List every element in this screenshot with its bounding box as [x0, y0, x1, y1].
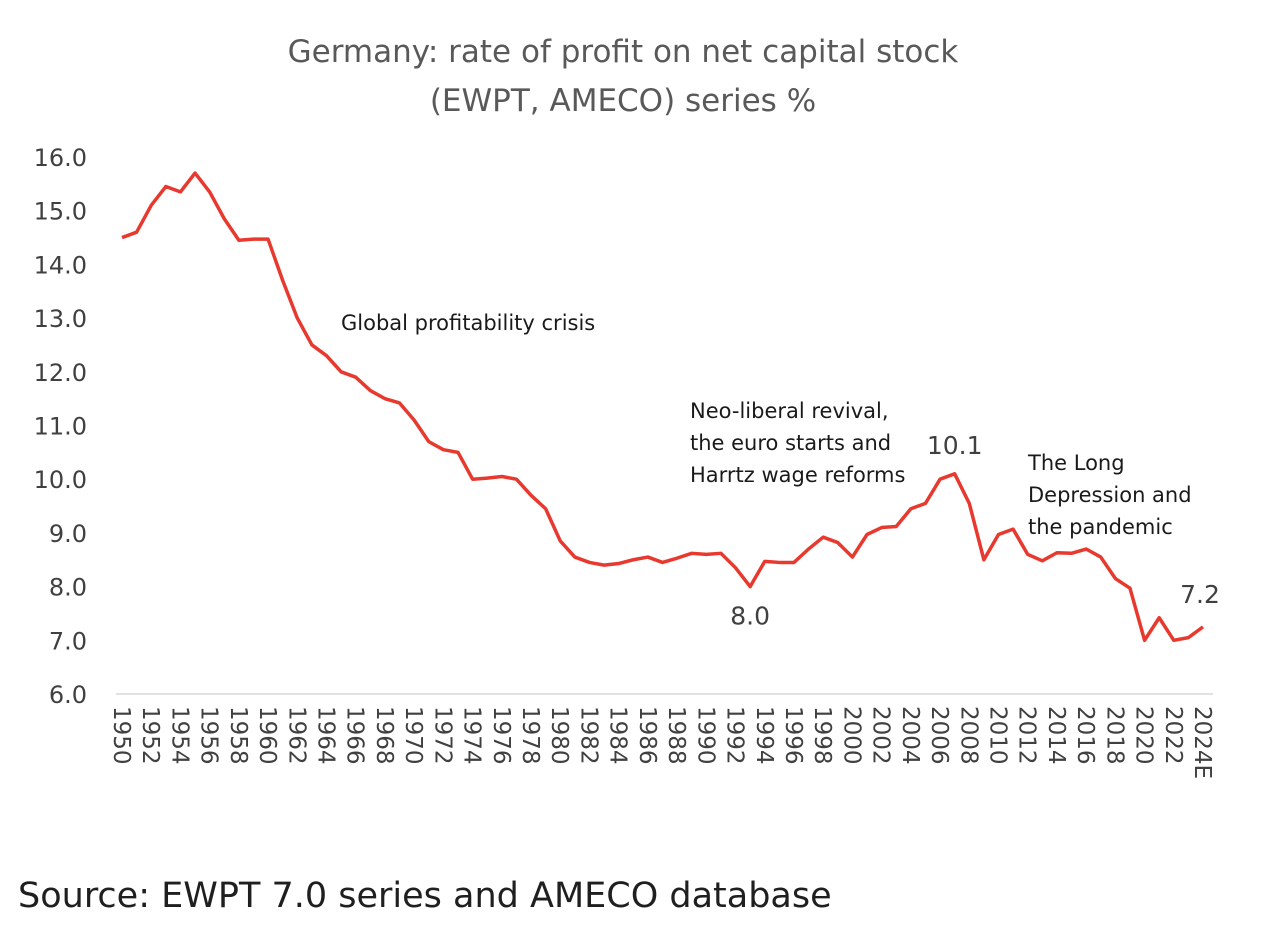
series-line	[121, 171, 1205, 643]
x-tick-label: 1990	[692, 706, 718, 765]
x-tick-label: 1974	[459, 706, 485, 765]
x-tick-label: 1966	[342, 706, 368, 765]
annotation-line: Global profitability crisis	[341, 311, 595, 335]
x-tick-label: 1980	[546, 706, 572, 765]
x-tick-label: 2010	[984, 706, 1010, 765]
x-tick-label: 1982	[575, 706, 601, 765]
y-tick-label: 9.0	[49, 520, 87, 548]
chart-title-line: (EWPT, AMECO) series %	[430, 83, 816, 119]
annotation: The Long Depression and the pandemic	[1027, 451, 1192, 539]
x-tick-label: 2004	[897, 706, 923, 765]
x-tick-label: 1994	[751, 706, 777, 765]
data-label: 10.1	[927, 431, 983, 460]
annotation-line: Neo-liberal revival,	[690, 399, 889, 423]
x-tick-label: 1984	[605, 706, 631, 765]
data-label: 8.0	[730, 602, 770, 631]
x-tick-label: 1950	[108, 706, 134, 765]
annotation-line: the pandemic	[1028, 515, 1173, 539]
x-tick-label: 2024E	[1189, 706, 1215, 779]
y-tick-label: 15.0	[34, 198, 87, 226]
x-tick-label: 1968	[371, 706, 397, 765]
chart-title: Germany: rate of profit on net capital s…	[288, 34, 959, 119]
annotation-line: the euro starts and	[690, 431, 891, 455]
source-note: Source: EWPT 7.0 series and AMECO databa…	[18, 876, 832, 916]
y-tick-label: 10.0	[34, 466, 87, 494]
x-tick-label: 1956	[196, 706, 222, 765]
x-tick-label: 1960	[254, 706, 280, 765]
y-tick-label: 8.0	[49, 574, 87, 602]
annotation-line: The Long	[1027, 451, 1125, 475]
y-tick-label: 16.0	[34, 144, 87, 172]
x-tick-label: 2018	[1101, 706, 1127, 765]
x-tick-label: 1958	[225, 706, 251, 765]
y-tick-label: 12.0	[34, 359, 87, 387]
x-tick-label: 1992	[722, 706, 748, 765]
x-tick-label: 1996	[780, 706, 806, 765]
y-tick-label: 7.0	[49, 627, 87, 655]
annotation: Global profitability crisis	[341, 311, 595, 335]
annotation-line: Depression and	[1028, 483, 1192, 507]
x-tick-label: 1952	[137, 706, 163, 765]
y-tick-label: 11.0	[34, 413, 87, 441]
y-tick-label: 6.0	[49, 681, 87, 709]
x-tick-label: 1970	[400, 706, 426, 765]
y-tick-label: 13.0	[34, 305, 87, 333]
x-tick-label: 1964	[313, 706, 339, 765]
y-axis: 6.0 7.0 8.0 9.0 10.0 11.0 12.0 13.0 14.0 15.0 16.0	[34, 144, 87, 709]
x-axis: 1950 1952 1954 1956 1958 1960 1962 1964 1966 1968…	[108, 706, 1215, 779]
annotations: Global profitability crisis Neo-liberal r…	[341, 311, 1192, 539]
x-tick-label: 2006	[926, 706, 952, 765]
chart-title-line: Germany: rate of profit on net capital s…	[288, 34, 959, 70]
x-tick-label: 2000	[838, 706, 864, 765]
x-tick-label: 2002	[868, 706, 894, 765]
x-tick-label: 1988	[663, 706, 689, 765]
x-tick-label: 1986	[634, 706, 660, 765]
x-tick-label: 2014	[1043, 706, 1069, 765]
x-tick-label: 1978	[517, 706, 543, 765]
x-tick-label: 1972	[429, 706, 455, 765]
x-tick-label: 2016	[1072, 706, 1098, 765]
x-tick-label: 2022	[1160, 706, 1186, 765]
annotation-line: Harrtz wage reforms	[690, 463, 905, 487]
x-tick-label: 2012	[1014, 706, 1040, 765]
x-tick-label: 2008	[955, 706, 981, 765]
point-labels: 8.0 10.1 7.2	[730, 431, 1220, 631]
x-tick-label: 1998	[809, 706, 835, 765]
x-tick-label: 1976	[488, 706, 514, 765]
x-tick-label: 1954	[166, 706, 192, 765]
data-label: 7.2	[1180, 580, 1220, 609]
y-tick-label: 14.0	[34, 251, 87, 279]
x-tick-label: 1962	[283, 706, 309, 765]
x-tick-label: 2020	[1131, 706, 1157, 765]
annotation: Neo-liberal revival, the euro starts and H…	[690, 399, 905, 487]
